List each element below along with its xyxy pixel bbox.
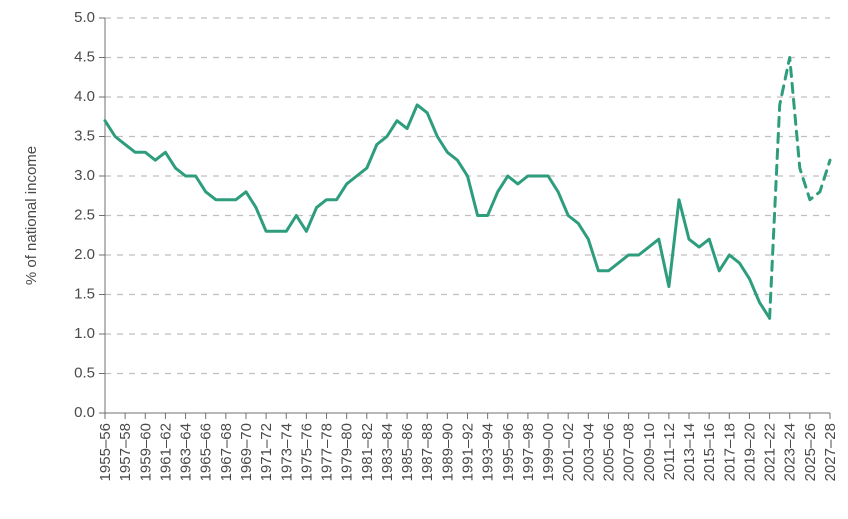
x-tick-label: 1999–00: [540, 423, 557, 481]
x-tick-label: 1987–88: [419, 423, 436, 481]
x-tick-label: 1997–98: [520, 423, 537, 481]
y-tick-label: 5.0: [74, 9, 95, 26]
x-tick-label: 1971–72: [258, 423, 275, 481]
y-tick-label: 4.5: [74, 48, 95, 65]
x-tick-label: 2021–22: [762, 423, 779, 481]
x-tick-label: 1995–96: [500, 423, 517, 481]
x-tick-label: 1959–60: [137, 423, 154, 481]
x-tick-label: 1991–92: [460, 423, 477, 481]
x-tick-label: 1967–68: [218, 423, 235, 481]
x-tick-label: 1983–84: [379, 423, 396, 481]
x-tick-label: 2017–18: [721, 423, 738, 481]
x-tick-label: 1955–56: [97, 423, 114, 481]
x-tick-label: 2011–12: [661, 423, 678, 480]
x-tick-label: 1969–70: [238, 423, 255, 481]
y-tick-label: 0.0: [74, 404, 95, 421]
x-tick-label: 2027–28: [822, 423, 839, 481]
x-tick-label: 2025–26: [802, 423, 819, 481]
x-tick-label: 1963–64: [178, 423, 195, 481]
x-tick-label: 2009–10: [641, 423, 658, 481]
x-tick-label: 2001–02: [560, 423, 577, 481]
line-chart: 0.0 0.5 1.0 1.5 2.0 2.5 3.0 3.5 4.0 4.5 5.0 % of na…: [0, 0, 848, 519]
x-tick-label: 2019–20: [741, 423, 758, 481]
x-tick-label: 2023–24: [782, 423, 799, 481]
y-tick-label: 2.5: [74, 206, 95, 223]
y-tick-label: 0.5: [74, 364, 95, 381]
x-tick-label: 2013–14: [681, 423, 698, 481]
x-tick-label: 1957–58: [117, 423, 134, 481]
x-tick-label: 2003–04: [580, 423, 597, 481]
x-tick-label: 1981–82: [359, 423, 376, 481]
x-tick-label: 1975–76: [298, 423, 315, 481]
y-tick-label: 3.5: [74, 127, 95, 144]
x-tick-label: 1961–62: [157, 423, 174, 481]
y-tick-label: 4.0: [74, 88, 95, 105]
y-tick-label: 3.0: [74, 167, 95, 184]
x-tick-label: 2015–16: [701, 423, 718, 481]
x-tick-label: 2005–06: [600, 423, 617, 481]
y-tick-label: 1.5: [74, 285, 95, 302]
x-tick-label: 1973–74: [278, 423, 295, 481]
x-tick-label: 1993–94: [480, 423, 497, 481]
y-tick-label: 2.0: [74, 246, 95, 263]
x-tick-label: 1979–80: [339, 423, 356, 481]
x-tick-label: 1977–78: [319, 423, 336, 481]
x-tick-label: 2007–08: [621, 423, 638, 481]
x-tick-label: 1965–66: [198, 423, 215, 481]
x-tick-label: 1989–90: [439, 423, 456, 481]
y-tick-label: 1.0: [74, 325, 95, 342]
x-tick-label: 1985–86: [399, 423, 416, 481]
y-axis-title: % of national income: [23, 146, 40, 285]
